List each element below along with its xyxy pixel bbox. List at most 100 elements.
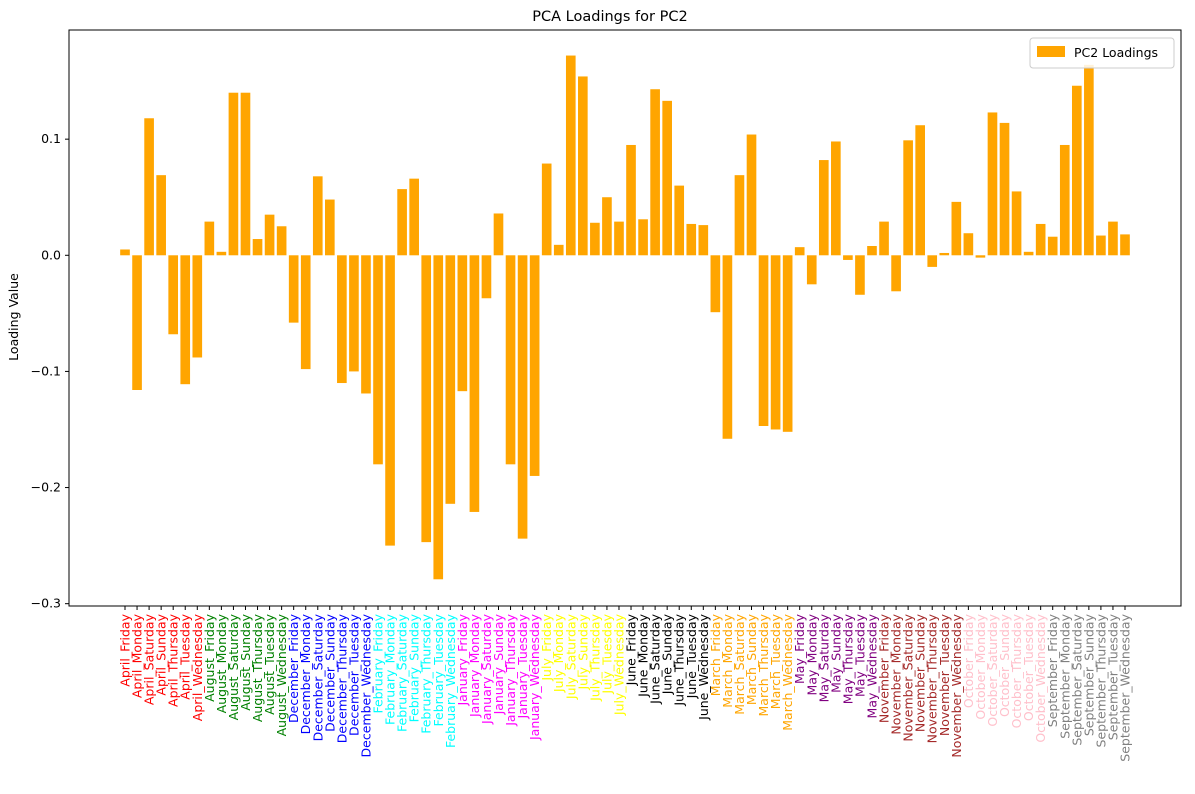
y-tick-label: −0.2 <box>31 480 61 495</box>
x-tick-label: October_Wednesday <box>1033 613 1048 742</box>
bar <box>397 189 407 256</box>
plot-frame <box>68 29 1182 607</box>
x-tick-label: May_Friday <box>792 613 807 684</box>
x-tick-label: September_Friday <box>1045 613 1060 727</box>
bar <box>276 226 287 256</box>
bar <box>228 92 239 256</box>
bar <box>541 163 552 256</box>
bar <box>1035 223 1046 256</box>
x-tick-label: July_Friday <box>539 613 554 681</box>
x-tick-label: February_Saturday <box>395 613 410 732</box>
bar <box>445 255 456 504</box>
bar <box>337 255 347 384</box>
bar <box>216 251 227 256</box>
x-tick-label: February_Tuesday <box>431 613 446 726</box>
bar <box>590 222 600 256</box>
legend: PC2 Loadings <box>1029 37 1175 69</box>
bar <box>529 255 540 476</box>
x-tick-label: March_Sunday <box>744 613 759 705</box>
x-tick-label: June_Tuesday <box>684 613 699 699</box>
x-tick-label: March_Saturday <box>732 613 747 714</box>
x-tick-label: November_Tuesday <box>937 613 952 736</box>
bar <box>975 255 986 258</box>
x-tick-label: January_Monday <box>467 613 482 718</box>
bar <box>1108 221 1118 256</box>
x-tick-label: April_Thursday <box>166 613 181 707</box>
bar <box>891 255 901 292</box>
bar <box>746 134 757 256</box>
bar <box>626 144 636 256</box>
bar <box>469 255 480 512</box>
x-tick-label: October_Monday <box>973 613 988 719</box>
x-tick-label: September_Saturday <box>1069 613 1084 745</box>
x-tick-label: May_Saturday <box>816 613 831 702</box>
bar <box>638 219 648 256</box>
bar <box>156 175 166 256</box>
bar <box>662 100 672 256</box>
x-axis: April_FridayApril_MondayApril_SaturdayAp… <box>118 606 1133 762</box>
y-axis-label: Loading Value <box>6 273 21 361</box>
y-tick-label: −0.3 <box>31 596 61 611</box>
legend-box <box>1029 37 1175 69</box>
x-tick-label: September_Thursday <box>1093 613 1108 747</box>
x-tick-label: June_Friday <box>624 613 639 686</box>
bar <box>831 141 841 256</box>
bar <box>168 255 179 335</box>
x-tick-label: April_Tuesday <box>178 613 193 699</box>
bar <box>433 255 444 580</box>
x-tick-label: January_Thursday <box>503 613 518 726</box>
x-tick-label: May_Wednesday <box>864 613 879 718</box>
x-tick-label: October_Friday <box>961 613 976 708</box>
x-tick-label: January_Saturday <box>479 613 494 725</box>
y-tick-label: −0.1 <box>31 363 61 378</box>
x-tick-label: January_Friday <box>455 613 470 706</box>
bar <box>999 122 1010 256</box>
x-tick-label: August_Friday <box>202 613 217 701</box>
x-tick-label: December_Thursday <box>334 613 349 743</box>
x-tick-label: April_Friday <box>118 613 133 686</box>
bar <box>806 255 817 285</box>
x-tick-label: July_Sunday <box>575 613 590 690</box>
x-tick-label: March_Monday <box>720 613 735 707</box>
bar <box>493 213 504 256</box>
x-tick-label: January_Sunday <box>491 613 506 715</box>
bar <box>758 255 769 426</box>
bar <box>505 255 516 465</box>
bar <box>252 239 263 256</box>
x-tick-label: February_Sunday <box>407 613 422 722</box>
x-tick-label: March_Thursday <box>756 613 771 716</box>
bar <box>674 185 685 256</box>
x-tick-label: February_Monday <box>383 613 398 725</box>
x-tick-label: December_Sunday <box>322 613 337 731</box>
x-tick-label: February_Friday <box>371 613 386 713</box>
bar <box>710 255 721 313</box>
x-tick-label: March_Tuesday <box>768 613 783 709</box>
y-tick-label: 0.1 <box>41 131 61 146</box>
x-tick-label: September_Sunday <box>1081 613 1096 736</box>
x-tick-label: August_Wednesday <box>274 613 289 736</box>
bar <box>939 252 950 256</box>
x-tick-label: December_Wednesday <box>358 613 373 757</box>
bar <box>421 255 432 543</box>
bar <box>1059 144 1070 256</box>
bar <box>288 255 299 323</box>
bar <box>192 255 203 358</box>
bar <box>903 140 913 256</box>
bar <box>782 255 793 432</box>
x-tick-label: December_Tuesday <box>346 613 361 736</box>
x-tick-label: November_Saturday <box>901 613 916 741</box>
bar <box>686 223 697 256</box>
x-tick-label: September_Monday <box>1057 613 1072 738</box>
x-tick-label: June_Sunday <box>660 613 675 695</box>
bar <box>915 125 925 256</box>
x-tick-label: August_Sunday <box>238 613 253 710</box>
x-tick-label: March_Wednesday <box>780 613 795 730</box>
x-tick-label: October_Saturday <box>985 613 1000 726</box>
bar <box>204 221 215 256</box>
x-tick-label: June_Wednesday <box>696 613 711 720</box>
x-tick-label: April_Wednesday <box>190 613 205 721</box>
x-tick-label: February_Wednesday <box>443 613 458 748</box>
x-tick-label: May_Monday <box>804 613 819 695</box>
bar <box>843 255 853 260</box>
bar <box>770 255 781 430</box>
